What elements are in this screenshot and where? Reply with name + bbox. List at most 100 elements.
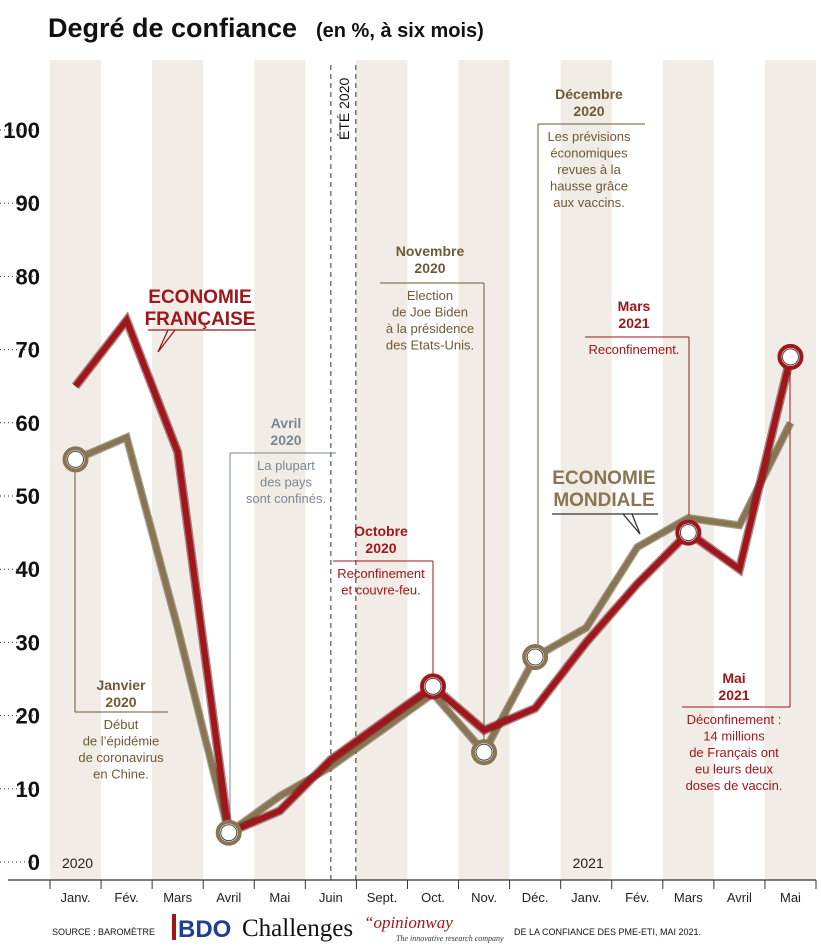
annotation-body-line: Début (104, 717, 139, 732)
annotation-connectors (74, 123, 791, 833)
footer: SOURCE : BAROMÈTRE BDO Challenges “opini… (52, 913, 701, 943)
annotation-title: 2020 (365, 540, 396, 556)
annotation-body-line: Election (407, 288, 453, 303)
annotation-marker-inner (475, 743, 493, 761)
annotation-marker-inner (220, 824, 238, 842)
series-label-pointer (552, 513, 658, 535)
annotation-body-line: La plupart (257, 458, 315, 473)
x-tick-label: Fév. (114, 890, 138, 905)
y-tick-label: 50 (16, 484, 40, 509)
annotation-title: 2020 (105, 694, 136, 710)
series-label-line: FRANÇAISE (145, 309, 256, 330)
annotation-title: 2020 (270, 432, 301, 448)
footer-source-suffix: DE LA CONFIANCE DES PME-ETI, MAI 2021. (514, 927, 701, 937)
chart-title: Degré de confiance (48, 13, 297, 43)
y-tick-label: 70 (16, 338, 40, 363)
annotation-marker-inner (526, 648, 544, 666)
x-tick-label: Mai (780, 890, 801, 905)
annotation-body-line: économiques (550, 146, 628, 161)
annotation-title: 2020 (414, 260, 445, 276)
x-tick-label: Janv. (60, 890, 90, 905)
x-tick-label: Oct. (421, 890, 445, 905)
annotation-title: Mai (722, 670, 745, 686)
year-label: 2021 (573, 855, 604, 871)
y-tick-label: 30 (16, 630, 40, 655)
summer-label: ÉTÉ 2020 (336, 78, 352, 140)
annotation-title: Novembre (396, 243, 465, 259)
annotation-body-line: Reconfinement (337, 566, 425, 581)
footer-source-prefix: SOURCE : BAROMÈTRE (52, 927, 155, 937)
annotation-body-line: sont confinés. (246, 491, 326, 506)
challenges-logo: Challenges (242, 915, 353, 942)
x-tick-label: Avril (727, 890, 752, 905)
x-tick-label: Fév. (625, 890, 649, 905)
x-tick-label: Mai (269, 890, 290, 905)
annotation-body-line: en Chine. (93, 767, 149, 782)
y-tick-label: 40 (16, 557, 40, 582)
bdo-logo-bar (172, 914, 176, 940)
annotation-marker-inner (679, 524, 697, 542)
series-label-pointer (148, 329, 256, 353)
opinionway-logo: “opinionway (364, 913, 453, 932)
annotation-title: Décembre (555, 86, 623, 102)
annotation-title: Mars (618, 298, 651, 314)
annotation-marker-inner (67, 450, 85, 468)
series-label-line: ECONOMIE (148, 287, 251, 308)
annotation-body-line: de Français ont (689, 745, 779, 760)
x-axis: Janv. Fév. Mars Avril Mai Juin Sept. Oct. Nov. Dé… (8, 855, 817, 905)
annotation-title: 2020 (573, 103, 604, 119)
annotation-body-line: aux vaccins. (553, 195, 625, 210)
y-tick-label: 10 (16, 777, 40, 802)
y-tick-label: 60 (16, 411, 40, 436)
annotation-marker-inner (781, 348, 799, 366)
annotation-title: Janvier (96, 677, 146, 693)
annotation-body-line: eu leurs deux (695, 762, 774, 777)
x-tick-label: Nov. (471, 890, 497, 905)
y-tick-label: 80 (16, 264, 40, 289)
annotation-body-line: Déconfinement : (687, 712, 782, 727)
opinionway-tagline: The innovative research company (396, 934, 504, 943)
y-tick-label: 90 (16, 191, 40, 216)
month-stripe (662, 60, 714, 880)
y-tick-label: 0 (28, 850, 40, 875)
annotation-body-line: Reconfinement. (588, 342, 679, 357)
annotation-body-line: et couvre-feu. (341, 583, 421, 598)
x-tick-label: Déc. (522, 890, 549, 905)
annotation-body-line: doses de vaccin. (686, 778, 783, 793)
annotation-body-line: revues à la (557, 162, 621, 177)
summer-sept-stripe (355, 60, 382, 880)
month-stripe (560, 60, 612, 880)
annotation-title: Avril (271, 415, 302, 431)
annotation-body-line: de coronavirus (78, 750, 164, 765)
chart-subtitle: (en %, à six mois) (316, 20, 484, 42)
annotation-title: 2021 (718, 687, 749, 703)
annotation-body-line: des Etats-Unis. (386, 338, 474, 353)
series-label-line: ECONOMIE (552, 468, 655, 489)
annotation-title: 2021 (618, 315, 649, 331)
annotation-body-line: Les prévisions (547, 129, 631, 144)
x-tick-label: Avril (216, 890, 241, 905)
annotation-markers (62, 343, 804, 846)
annotation-body-line: à la présidence (386, 321, 474, 336)
x-tick-label: Juin (319, 890, 343, 905)
annotation-body-line: 14 millions (703, 729, 765, 744)
x-tick-label: Mars (674, 890, 703, 905)
annotation-body-line: de l’épidémie (83, 734, 160, 749)
annotation-marker-inner (424, 677, 442, 695)
y-tick-label: 100 (3, 118, 40, 143)
annotation-title: Octobre (354, 523, 408, 539)
y-axis: 0 10 20 30 40 50 60 70 80 90 100 (0, 118, 40, 875)
year-label: 2020 (62, 855, 93, 871)
